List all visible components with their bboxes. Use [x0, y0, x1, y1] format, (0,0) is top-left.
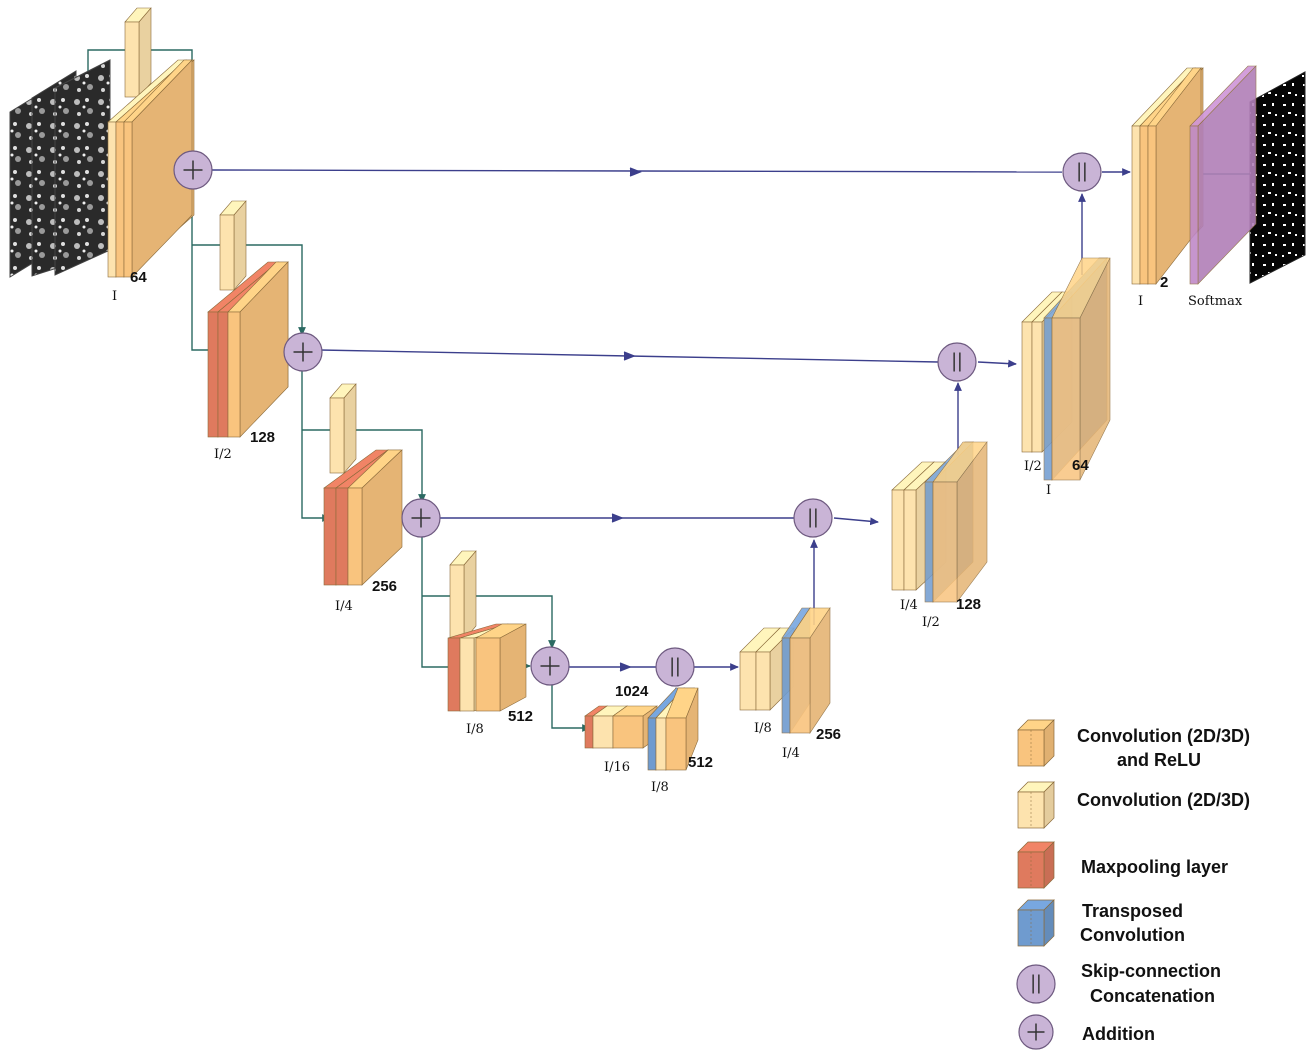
- enc2-res: I/2: [214, 447, 232, 462]
- input-image: [9, 59, 111, 278]
- down-path-l3: [421, 536, 459, 671]
- output-segmentation: [1249, 71, 1306, 284]
- legend-maxpool: Maxpooling layer: [1081, 857, 1228, 877]
- dec2-conv-relu: [1051, 257, 1111, 481]
- legend-icon-transposed: [1017, 899, 1055, 947]
- down-path-l2: [301, 370, 331, 522]
- legend-icon-addition: [1018, 1014, 1054, 1050]
- concat-op-l1: [1062, 152, 1102, 192]
- bottleneck-channels-right: 512: [688, 754, 713, 771]
- enc4-conv-small: [449, 550, 477, 641]
- dec3-res-bottom: I/2: [922, 615, 940, 630]
- bottleneck-res-right: I/8: [651, 780, 669, 795]
- dec2-res-top: I/2: [1024, 459, 1042, 474]
- enc2-conv-relu: [227, 261, 289, 438]
- labels: 64 I 128 I/2 256 I/4 512 I/8 1024 I/16 I…: [112, 269, 1243, 795]
- legend-transposed-line1: Transposed: [1082, 901, 1183, 921]
- legend-skip-line1: Skip-connection: [1081, 961, 1221, 981]
- dec3-conv-relu: [932, 441, 988, 603]
- bottleneck-res-left: I/16: [604, 760, 630, 775]
- legend-icon-maxpool: [1017, 841, 1055, 889]
- network-blocks: [107, 7, 1257, 771]
- dec4-res-top: I/8: [754, 721, 772, 736]
- skip-arrowhead-l3: [611, 513, 624, 523]
- enc4-conv-relu: [475, 623, 527, 712]
- skip-arrowhead-l4: [619, 662, 632, 672]
- dec1-res: I: [1138, 294, 1143, 309]
- legend-conv-relu-line1: Convolution (2D/3D): [1077, 726, 1250, 746]
- skip-arrowhead-l1: [629, 167, 642, 177]
- concat-op-l4: [655, 647, 695, 687]
- legend-icon-conv: [1017, 781, 1055, 829]
- dec3-res-top: I/4: [900, 598, 918, 613]
- enc2-channels: 128: [250, 429, 275, 446]
- legend-addition: Addition: [1082, 1024, 1155, 1044]
- enc1-channels: 64: [130, 269, 147, 286]
- skip-arrowhead-l2: [623, 351, 636, 361]
- softmax-label: Softmax: [1188, 294, 1243, 309]
- down-path-l4: [551, 684, 591, 732]
- dec1-channels: 2: [1160, 274, 1168, 291]
- legend-transposed-line2: Convolution: [1080, 925, 1185, 945]
- concat-op-l2: [937, 342, 977, 382]
- dec4-conv-relu: [789, 607, 831, 734]
- dec2-channels: 64: [1072, 457, 1089, 474]
- enc3-res: I/4: [335, 599, 353, 614]
- enc1-conv-small: [124, 7, 152, 98]
- enc4-channels: 512: [508, 708, 533, 725]
- dec4-res-bottom: I/4: [782, 746, 800, 761]
- enc2-conv-small: [219, 200, 247, 291]
- softmax-layer: [1189, 65, 1257, 285]
- legend-icon-conv-relu: [1017, 719, 1055, 767]
- enc3-channels: 256: [372, 578, 397, 595]
- legend-conv: Convolution (2D/3D): [1077, 790, 1250, 810]
- addition-op-l1: [173, 150, 213, 190]
- dec3-channels: 128: [956, 596, 981, 613]
- enc3-conv-small: [329, 383, 357, 474]
- legend: Convolution (2D/3D) and ReLU Convolution…: [1016, 719, 1250, 1050]
- output-image: [1249, 71, 1306, 284]
- addition-op-l2: [283, 332, 323, 372]
- concat2-to-d2: [977, 359, 1017, 368]
- enc1-conv-relu-c: [123, 59, 193, 278]
- enc1-res: I: [112, 289, 117, 304]
- addition-op-l4: [530, 646, 570, 686]
- concat3-to-d3: [833, 517, 879, 526]
- dec2-res-bottom: I: [1046, 483, 1051, 498]
- enc3-conv-relu: [347, 449, 403, 586]
- bottleneck-conv-relu-b: [665, 687, 699, 771]
- dec4-channels: 256: [816, 726, 841, 743]
- bottleneck-channels: 1024: [615, 683, 649, 700]
- legend-skip-line2: Concatenation: [1090, 986, 1215, 1006]
- operators: [173, 150, 1102, 687]
- enc4-res: I/8: [466, 722, 484, 737]
- input-slice-3: [54, 59, 111, 276]
- addition-op-l3: [401, 498, 441, 538]
- legend-icons: [1016, 719, 1056, 1050]
- legend-conv-relu-line2: and ReLU: [1117, 750, 1201, 770]
- concat-op-l3: [793, 498, 833, 538]
- legend-icon-skip: [1016, 964, 1056, 1004]
- connections: [80, 49, 1285, 732]
